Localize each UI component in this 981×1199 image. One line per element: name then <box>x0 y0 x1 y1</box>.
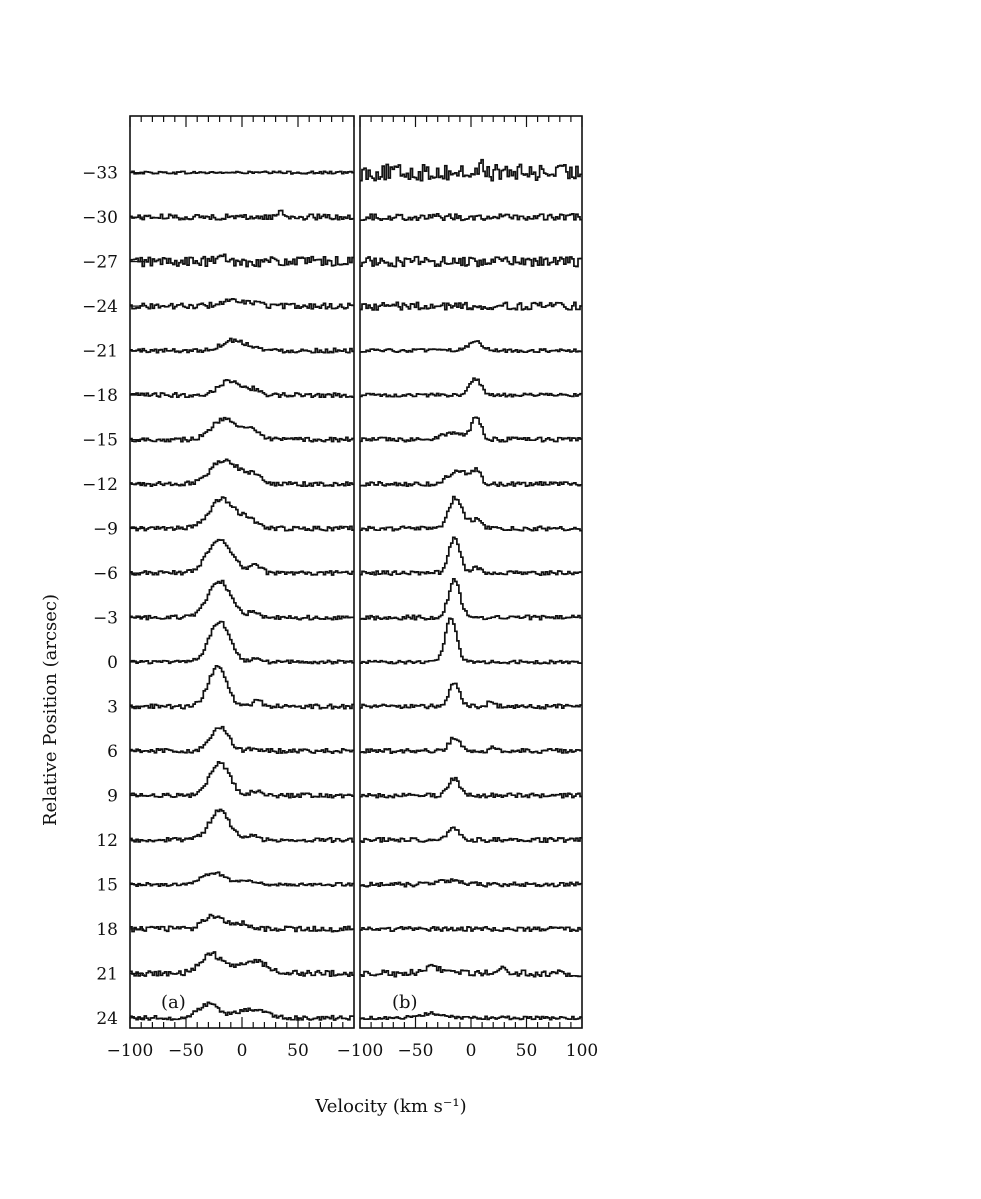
y-tick-label: −21 <box>82 342 118 362</box>
spectrum-b-pos--9 <box>360 495 582 532</box>
panel-b-traces <box>360 158 582 1021</box>
y-tick-label: −6 <box>93 564 118 584</box>
panel-a-frame <box>129 115 355 1029</box>
spectrum-b-pos--3 <box>360 577 582 621</box>
spectrum-b-pos-9 <box>360 776 582 799</box>
spectrum-b-pos-24 <box>360 1011 582 1021</box>
spectrum-a-pos-6 <box>130 725 354 755</box>
spectrum-b-pos--6 <box>360 536 582 577</box>
spectrum-b-pos--15 <box>360 416 582 443</box>
x-tick-label: −100 <box>337 1041 384 1061</box>
y-tick-label: 3 <box>107 698 118 718</box>
spectrum-a-pos-9 <box>130 760 354 799</box>
spectrum-a-pos--27 <box>130 253 354 268</box>
spectrum-b-pos-15 <box>360 878 582 888</box>
y-tick-label: −3 <box>93 609 118 629</box>
spectrum-b-pos-12 <box>360 826 582 843</box>
spectrum-a-pos--9 <box>130 496 354 532</box>
spectrum-a-pos--30 <box>130 209 354 221</box>
x-tick-label: 0 <box>466 1041 477 1061</box>
y-tick-label: 24 <box>96 1009 118 1029</box>
x-tick-label: 50 <box>516 1041 538 1061</box>
spectrum-b-pos--27 <box>360 255 582 268</box>
spectrum-a-pos-12 <box>130 808 354 843</box>
x-tick-label: 100 <box>566 1041 598 1061</box>
y-tick-label: 18 <box>96 920 118 940</box>
y-tick-label: 9 <box>107 787 118 807</box>
spectrum-a-pos-3 <box>130 664 354 710</box>
x-tick-label: −50 <box>398 1041 434 1061</box>
y-tick-label: 0 <box>107 653 118 673</box>
y-tick-label: 21 <box>96 964 118 984</box>
axis-ticks <box>129 116 583 1028</box>
spectrum-b-pos-0 <box>360 617 582 665</box>
y-axis-title: Relative Position (arcsec) <box>40 594 61 826</box>
x-tick-label: −50 <box>168 1041 204 1061</box>
spectrum-a-pos-24 <box>130 1001 354 1021</box>
spectrum-b-pos-21 <box>360 963 582 978</box>
spectrum-a-pos--12 <box>130 458 354 488</box>
spectrum-a-pos-15 <box>130 871 354 887</box>
x-axis-title: Velocity (km s⁻¹) <box>314 1096 466 1117</box>
spectrum-a-pos--15 <box>130 416 354 443</box>
x-tick-label: −100 <box>107 1041 154 1061</box>
y-tick-label: 12 <box>96 831 118 851</box>
spectrum-a-pos--33 <box>130 170 354 175</box>
spectrum-b-pos-3 <box>360 682 582 710</box>
spectrum-b-pos--30 <box>360 212 582 222</box>
spectrum-b-pos--33 <box>360 158 582 182</box>
panel-b-frame <box>359 115 583 1029</box>
spectrum-b-pos--24 <box>360 301 582 311</box>
y-tick-label: 15 <box>96 876 118 896</box>
y-tick-label: −12 <box>82 475 118 495</box>
spectrum-a-pos-21 <box>130 951 354 978</box>
spectrum-b-pos--18 <box>360 377 582 398</box>
spectrum-b-pos--12 <box>360 467 582 488</box>
y-tick-label: −24 <box>82 297 118 317</box>
y-tick-label: −27 <box>82 253 118 273</box>
spectrum-a-pos--18 <box>130 378 354 399</box>
spectrum-b-pos-18 <box>360 925 582 932</box>
spectrum-b-pos--21 <box>360 340 582 354</box>
x-tick-labels: −100 −50 0 50 −100 −50 0 50 100 <box>107 1041 599 1061</box>
panel-a-label: (a) <box>161 992 186 1013</box>
spectrum-a-pos--24 <box>130 298 354 310</box>
spectrum-a-pos--3 <box>130 579 354 621</box>
y-tick-label: −15 <box>82 431 118 451</box>
spectrum-a-pos--21 <box>130 337 354 354</box>
spectrum-a-pos-0 <box>130 620 354 665</box>
y-tick-label: −30 <box>82 208 118 228</box>
spectrum-a-pos--6 <box>130 538 354 576</box>
y-tick-label: −9 <box>93 520 118 540</box>
panel-a-traces <box>130 170 354 1021</box>
x-tick-label: 50 <box>287 1041 309 1061</box>
y-tick-label: −33 <box>82 164 118 184</box>
spectrum-a-pos-18 <box>130 913 354 933</box>
panel-b-label: (b) <box>392 992 418 1013</box>
y-tick-label: −18 <box>82 386 118 406</box>
y-tick-labels: −33−30−27−24−21−18−15−12−9−6−30369121518… <box>82 164 118 1029</box>
spectrum-b-pos-6 <box>360 736 582 754</box>
y-tick-label: 6 <box>107 742 118 762</box>
x-tick-label: 0 <box>237 1041 248 1061</box>
